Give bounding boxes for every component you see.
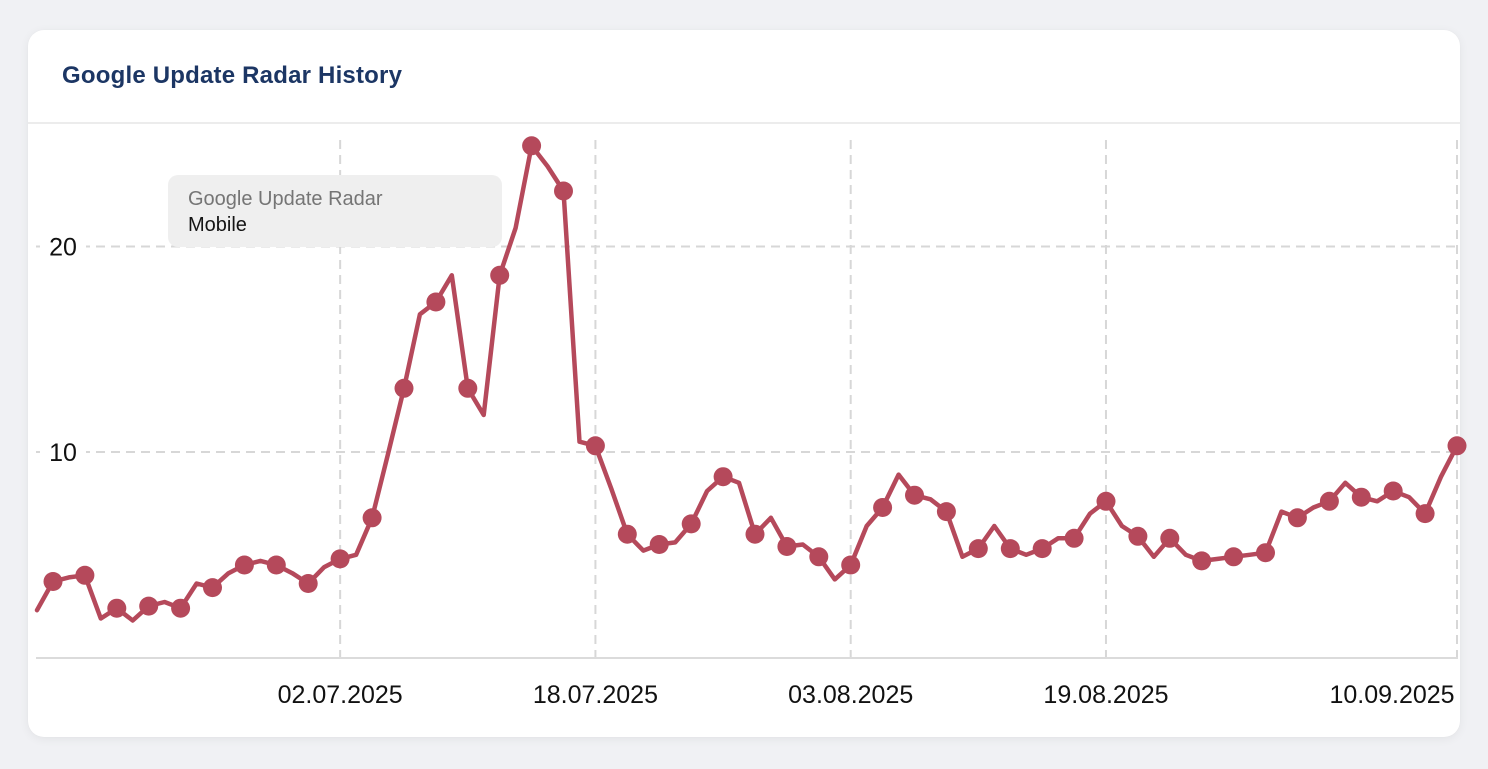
x-tick-label: 18.07.2025	[533, 681, 658, 709]
data-point-marker[interactable]	[171, 598, 191, 618]
tooltip-series-name: Google Update Radar	[188, 188, 383, 210]
y-tick-label-bg	[40, 435, 86, 469]
data-point-marker[interactable]	[1415, 504, 1435, 524]
chart-tooltip: Google Update Radar Mobile	[168, 175, 502, 247]
data-point-marker[interactable]	[1256, 543, 1275, 563]
data-point-marker[interactable]	[1351, 487, 1371, 507]
data-point-marker[interactable]	[1319, 491, 1339, 511]
data-point-marker[interactable]	[298, 574, 318, 593]
data-point-marker[interactable]	[1128, 526, 1148, 546]
data-point-marker[interactable]	[936, 502, 956, 522]
data-point-marker[interactable]	[203, 578, 222, 598]
data-point-marker[interactable]	[1287, 508, 1307, 528]
data-point-marker[interactable]	[1160, 528, 1180, 548]
data-point-marker[interactable]	[426, 292, 446, 312]
data-point-marker[interactable]	[43, 572, 63, 591]
data-point-marker[interactable]	[458, 378, 478, 398]
data-point-marker[interactable]	[1064, 528, 1084, 548]
data-point-marker[interactable]	[617, 524, 637, 544]
data-point-marker[interactable]	[139, 596, 159, 616]
y-tick-label-bg	[40, 229, 86, 264]
x-tick-label: 02.07.2025	[278, 681, 403, 709]
data-point-marker[interactable]	[394, 378, 414, 398]
data-point-marker[interactable]	[522, 136, 542, 156]
data-point-marker[interactable]	[234, 555, 254, 575]
data-point-marker[interactable]	[1192, 551, 1212, 571]
data-point-marker[interactable]	[1032, 539, 1052, 559]
data-point-marker[interactable]	[330, 549, 350, 569]
tooltip-category: Mobile	[188, 214, 247, 236]
data-point-marker[interactable]	[75, 565, 95, 585]
card-title: Google Update Radar History	[62, 62, 403, 89]
data-point-marker[interactable]	[649, 535, 669, 554]
data-point-marker[interactable]	[1224, 547, 1244, 567]
google-update-radar-card: Google Update Radar History	[28, 30, 1460, 737]
data-point-marker[interactable]	[809, 547, 829, 567]
x-tick-label: 10.09.2025	[1329, 681, 1454, 709]
data-point-marker[interactable]	[362, 508, 382, 528]
data-point-marker[interactable]	[777, 537, 797, 556]
data-point-marker[interactable]	[968, 539, 988, 559]
data-point-marker[interactable]	[1096, 491, 1116, 511]
x-tick-label: 19.08.2025	[1043, 681, 1168, 709]
data-point-marker[interactable]	[713, 467, 733, 487]
x-tick-label: 03.08.2025	[788, 681, 913, 709]
data-point-marker[interactable]	[1000, 539, 1020, 559]
y-tick-label: 10	[49, 439, 77, 467]
data-point-marker[interactable]	[905, 485, 924, 505]
data-point-marker[interactable]	[873, 498, 893, 517]
card-divider	[28, 122, 1460, 124]
data-point-marker[interactable]	[1447, 436, 1467, 456]
data-point-marker[interactable]	[745, 524, 765, 544]
data-point-marker[interactable]	[681, 514, 701, 534]
data-point-marker[interactable]	[107, 598, 127, 618]
data-point-marker[interactable]	[266, 555, 286, 575]
data-point-marker[interactable]	[490, 265, 510, 285]
data-point-marker[interactable]	[585, 436, 605, 456]
data-point-marker[interactable]	[841, 555, 861, 575]
data-point-marker[interactable]	[1383, 481, 1403, 501]
y-tick-label: 20	[49, 234, 77, 262]
data-point-marker[interactable]	[554, 181, 573, 201]
